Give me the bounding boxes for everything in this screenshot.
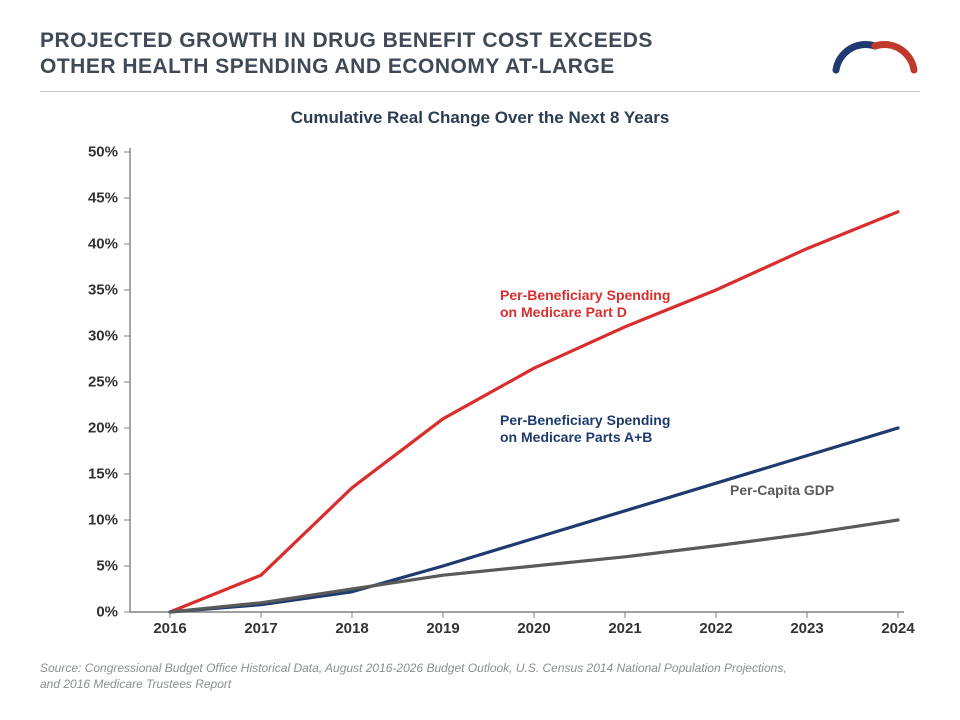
y-tick-label: 25%	[58, 373, 118, 390]
y-tick-label: 35%	[58, 281, 118, 298]
x-tick-label: 2023	[790, 620, 823, 637]
y-tick-label: 50%	[58, 143, 118, 160]
y-tick-label: 10%	[58, 511, 118, 528]
y-tick-label: 40%	[58, 235, 118, 252]
chart-subtitle: Cumulative Real Change Over the Next 8 Y…	[40, 108, 920, 128]
x-tick-label: 2021	[608, 620, 641, 637]
x-tick-label: 2016	[153, 620, 186, 637]
x-tick-label: 2020	[517, 620, 550, 637]
x-tick-label: 2018	[335, 620, 368, 637]
source-line-2: and 2016 Medicare Trustees Report	[40, 677, 231, 691]
chart-svg	[40, 132, 920, 652]
x-tick-label: 2019	[426, 620, 459, 637]
series-parts_ab	[170, 428, 898, 612]
x-tick-label: 2024	[881, 620, 914, 637]
series-label-part_d: Per-Beneficiary Spendingon Medicare Part…	[500, 287, 670, 322]
source-line-1: Source: Congressional Budget Office Hist…	[40, 661, 787, 675]
page-title: PROJECTED GROWTH IN DRUG BENEFIT COST EX…	[40, 28, 653, 81]
y-tick-label: 15%	[58, 465, 118, 482]
y-tick-label: 30%	[58, 327, 118, 344]
logo-icon	[830, 34, 920, 78]
y-tick-label: 0%	[58, 603, 118, 620]
series-gdp	[170, 520, 898, 612]
source-note: Source: Congressional Budget Office Hist…	[40, 660, 920, 692]
series-label-parts_ab: Per-Beneficiary Spendingon Medicare Part…	[500, 412, 670, 447]
line-chart: 0% 5% 10% 15% 20% 25% 30% 35% 40% 45% 50% 2016 2017 2…	[40, 132, 920, 652]
title-line-1: PROJECTED GROWTH IN DRUG BENEFIT COST EX…	[40, 29, 653, 52]
x-tick-label: 2017	[244, 620, 277, 637]
y-tick-label: 20%	[58, 419, 118, 436]
y-tick-label: 45%	[58, 189, 118, 206]
title-line-2: OTHER HEALTH SPENDING AND ECONOMY AT-LAR…	[40, 55, 615, 78]
x-tick-label: 2022	[699, 620, 732, 637]
y-tick-label: 5%	[58, 557, 118, 574]
series-label-gdp: Per-Capita GDP	[730, 482, 834, 500]
